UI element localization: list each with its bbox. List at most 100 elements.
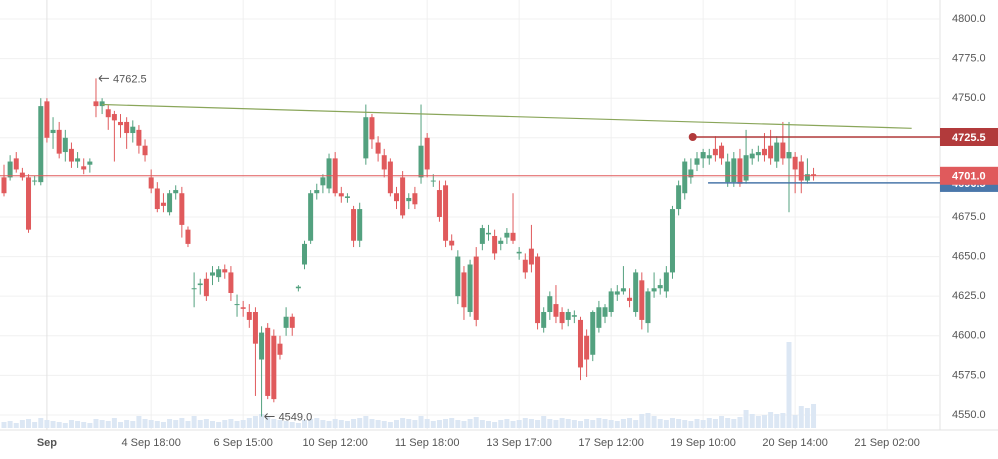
volume-bar [492, 422, 498, 428]
candle-body [639, 280, 645, 320]
candle-body [19, 172, 25, 178]
volume-bar [7, 421, 13, 428]
volume-bar [430, 421, 436, 428]
volume-bar [400, 418, 406, 428]
volume-bar [522, 418, 528, 428]
price-label-box [940, 166, 998, 185]
volume-bar [498, 420, 504, 428]
volume-bar [755, 416, 761, 428]
y-tick-label: 4650.0 [952, 250, 986, 262]
volume-bar [590, 420, 596, 428]
candle-body [461, 272, 467, 308]
volume-bar [712, 419, 718, 428]
candle-body [792, 156, 798, 170]
x-tick-label: 19 Sep 10:00 [670, 437, 735, 449]
volume-bar [467, 419, 473, 428]
candle-body [363, 117, 369, 159]
candle-body [136, 129, 142, 146]
candle-body [455, 256, 461, 297]
volume-bar [148, 420, 154, 428]
candle-body [510, 232, 516, 241]
candle-body [240, 307, 246, 309]
volume-bar [516, 420, 522, 428]
candle-body [381, 155, 387, 170]
candle-body [761, 148, 767, 156]
volume-bar [38, 418, 44, 428]
volume-bar [62, 423, 68, 428]
volume-bar [344, 421, 350, 428]
candle-body [44, 101, 50, 138]
volume-bar [700, 420, 706, 428]
candle-body [203, 278, 209, 297]
candle-body [479, 228, 485, 244]
volume-bar [406, 419, 412, 428]
volume-bar [99, 420, 105, 428]
volume-bar [449, 418, 455, 428]
annotation-label: 4762.5 [113, 73, 147, 85]
volume-bar [44, 420, 50, 428]
volume-bar [1, 422, 7, 428]
volume-bar [620, 419, 626, 428]
volume-bar [369, 419, 375, 428]
candle-body [142, 145, 148, 156]
candle-body [737, 158, 743, 184]
volume-bar [222, 420, 228, 428]
candle-body [252, 312, 258, 344]
volume-bar [725, 418, 731, 428]
volume-bar [510, 421, 516, 428]
y-tick-label: 4600.0 [952, 330, 986, 342]
candle-body [633, 272, 639, 313]
candle-body [774, 142, 780, 162]
volume-bar [302, 420, 308, 428]
x-tick-label: 10 Sep 12:00 [302, 437, 367, 449]
candle-body [375, 142, 381, 154]
candle-body [118, 121, 124, 126]
candle-body [731, 158, 737, 183]
volume-bar [749, 414, 755, 428]
volume-bar [19, 420, 25, 428]
candle-body [780, 142, 786, 159]
volume-bar [124, 420, 130, 428]
candle-body [222, 269, 228, 273]
candle-body [320, 177, 326, 186]
candle-body [712, 148, 718, 156]
y-tick-label: 4675.0 [952, 211, 986, 223]
candle-body [68, 148, 74, 162]
candle-body [688, 169, 694, 178]
candle-body [259, 332, 265, 360]
candle-body [786, 152, 792, 159]
candle-body [535, 256, 541, 324]
candle-body [197, 283, 203, 286]
candle-body [87, 161, 93, 165]
volume-bar [608, 420, 614, 428]
candle-body [651, 288, 657, 292]
candle-body [369, 117, 375, 140]
candle-body [326, 158, 332, 189]
candle-body [449, 240, 455, 246]
y-tick-label: 4750.0 [952, 92, 986, 104]
candle-body [614, 291, 620, 295]
candle-body [553, 304, 559, 317]
candle-body [528, 248, 534, 265]
volume-bar [393, 420, 399, 428]
candle-body [283, 316, 289, 328]
candle-body [99, 101, 105, 107]
volume-bar [308, 419, 314, 428]
candle-body [62, 137, 68, 153]
candle-body [663, 272, 669, 292]
candle-body [210, 272, 216, 276]
candle-body [314, 190, 320, 194]
volume-bar [130, 421, 136, 428]
volume-bar [547, 419, 553, 428]
candle-body [492, 235, 498, 254]
candle-body [289, 316, 295, 328]
volume-bar [203, 419, 209, 428]
candle-body [351, 209, 357, 241]
volume-bar [424, 419, 430, 428]
volume-bar [627, 418, 633, 428]
candle-body [130, 126, 136, 134]
candle-body [473, 256, 479, 320]
candle-body [749, 153, 755, 159]
candle-body [768, 145, 774, 159]
volume-bar [387, 422, 393, 428]
